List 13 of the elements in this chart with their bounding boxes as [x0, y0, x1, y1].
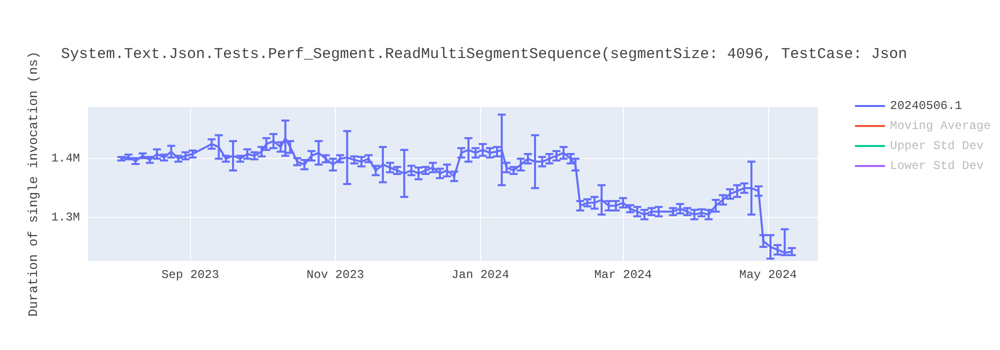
legend-label: 20240506.1	[890, 99, 962, 113]
x-tick-label: Jan 2024	[452, 268, 510, 282]
legend-label: Lower Std Dev	[890, 159, 984, 173]
chart-title: System.Text.Json.Tests.Perf_Segment.ReadMultiSegmentSequence(segmentSize: 4096, TestCase: Json	[61, 46, 908, 63]
x-tick-label: May 2024	[739, 268, 797, 282]
y-tick-label: 1.4M	[51, 152, 80, 166]
x-tick-label: Mar 2024	[594, 268, 652, 282]
y-tick-label: 1.3M	[51, 210, 80, 225]
legend-label: Moving Average	[890, 119, 991, 133]
y-axis-title: Duration of single invocation (ns)	[26, 51, 41, 317]
x-tick-label: Sep 2023	[161, 268, 220, 282]
legend-label: Upper Std Dev	[890, 139, 984, 153]
x-tick-label: Nov 2023	[306, 268, 364, 282]
